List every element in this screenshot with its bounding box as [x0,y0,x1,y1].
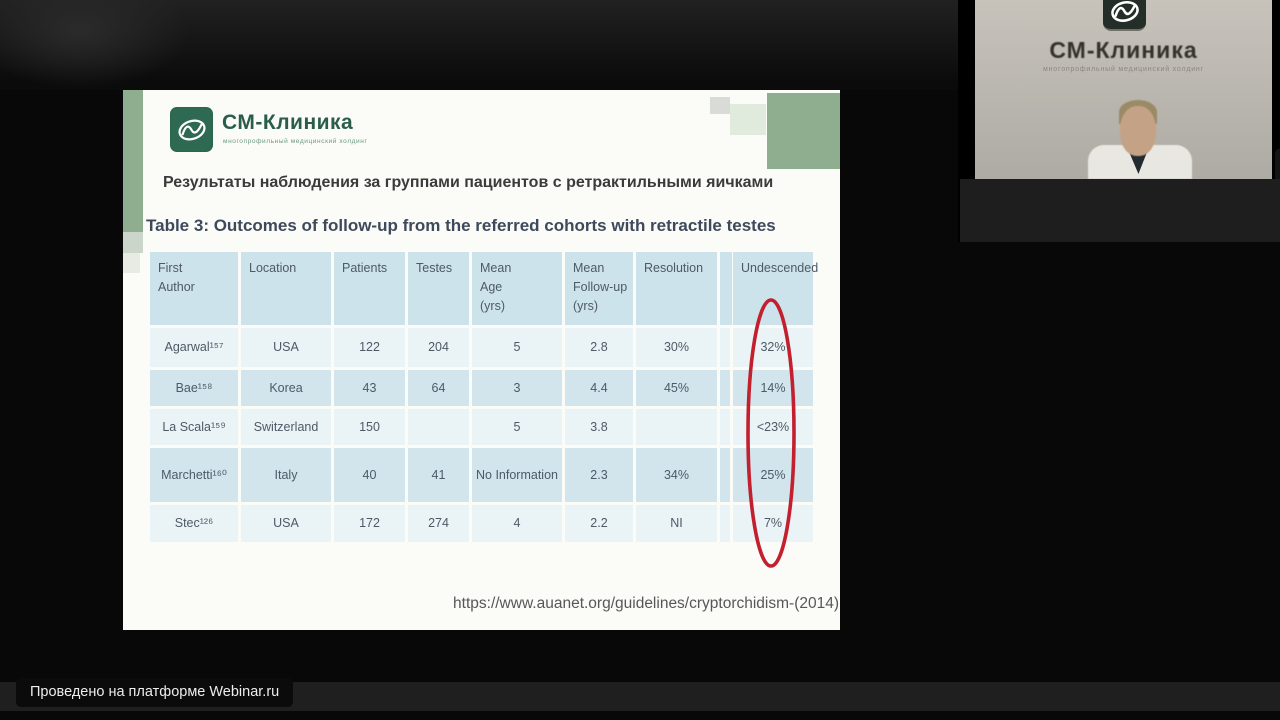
table-row: Marchetti¹⁶⁰ Italy 40 41 No Information … [150,448,813,502]
presentation-slide: СМ-Клиника многопрофильный медицинский х… [123,90,840,630]
wave-logo-glyph [1110,0,1139,22]
sm-clinic-wall-logo-icon [1103,0,1146,31]
col-header-patients: Patients [334,252,405,325]
cell-mean-followup: 3.8 [565,409,633,445]
table-row: Stec¹²⁶ USA 172 274 4 2.2 NI 7% [150,505,813,542]
video-wall-background: СМ-Клиника многопрофильный медицинский х… [975,0,1280,179]
cell-patients: 122 [334,328,405,367]
col-header-resolution: Resolution [636,252,717,325]
video-brand-tagline: многопрофильный медицинский холдинг [1043,66,1204,73]
desk-object [1275,148,1280,179]
cell-first-author: La Scala¹⁵⁹ [150,409,238,445]
cell-spacer [720,328,730,367]
cell-patients: 150 [334,409,405,445]
cell-patients: 43 [334,370,405,406]
slide-topright-gray-square [710,97,730,114]
cell-mean-age: No Information [472,448,562,502]
cell-testes: 204 [408,328,469,367]
slide-topright-pale-square [730,104,766,135]
cell-spacer [720,505,730,542]
slide-brand-name: СМ-Клиника [222,111,354,134]
col-header-undescended: Undescended [733,252,818,325]
slide-left-accent-square-small [123,253,140,273]
table-row: Agarwal¹⁵⁷ USA 122 204 5 2.8 30% 32% [150,328,813,367]
cell-resolution [636,409,717,445]
cell-first-author: Bae¹⁵⁸ [150,370,238,406]
cell-patients: 172 [334,505,405,542]
cell-mean-followup: 2.3 [565,448,633,502]
cell-mean-followup: 2.8 [565,328,633,367]
video-desk [960,179,1280,242]
cell-mean-age: 5 [472,409,562,445]
cell-mean-age: 5 [472,328,562,367]
table-title: Table 3: Outcomes of follow-up from the … [146,216,776,235]
table-row: Bae¹⁵⁸ Korea 43 64 3 4.4 45% 14% [150,370,813,406]
cell-mean-age: 3 [472,370,562,406]
cell-resolution: 34% [636,448,717,502]
table-header-row: First Author Location Patients Testes Me… [150,252,818,325]
col-header-testes: Testes [408,252,469,325]
cell-patients: 40 [334,448,405,502]
cell-mean-followup: 2.2 [565,505,633,542]
cell-mean-followup: 4.4 [565,370,633,406]
cell-location: Korea [241,370,331,406]
cell-resolution: NI [636,505,717,542]
col-header-location: Location [241,252,331,325]
cell-mean-age: 4 [472,505,562,542]
wave-logo-glyph [177,119,206,140]
slide-topright-accent-square [767,93,840,169]
cell-resolution: 45% [636,370,717,406]
webinar-platform-badge[interactable]: Проведено на платформе Webinar.ru [16,678,294,707]
cell-location: Switzerland [241,409,331,445]
col-spacer [720,252,732,325]
video-brand-name: СМ-Клиника [1049,37,1198,63]
slide-heading: Результаты наблюдения за группами пациен… [163,174,774,191]
cell-first-author: Stec¹²⁶ [150,505,238,542]
speaker-video-panel[interactable]: СМ-Клиника многопрофильный медицинский х… [958,0,1280,242]
cell-first-author: Marchetti¹⁶⁰ [150,448,238,502]
table-row: La Scala¹⁵⁹ Switzerland 150 5 3.8 <23% [150,409,813,445]
cell-testes: 274 [408,505,469,542]
cell-first-author: Agarwal¹⁵⁷ [150,328,238,367]
cell-spacer [720,370,730,406]
col-header-mean-followup: Mean Follow-up (yrs) [565,252,633,325]
cell-undescended: 14% [733,370,813,406]
cell-undescended: 32% [733,328,813,367]
col-header-mean-age: Mean Age (yrs) [472,252,562,325]
cell-testes: 41 [408,448,469,502]
cell-location: USA [241,328,331,367]
cell-testes: 64 [408,370,469,406]
cell-spacer [720,409,730,445]
slide-brand-tagline: многопрофильный медицинский холдинг [223,138,368,145]
speaker-face [1120,106,1156,156]
col-header-first-author: First Author [150,252,238,325]
cell-spacer [720,448,730,502]
cell-undescended: 25% [733,448,813,502]
cell-undescended: 7% [733,505,813,542]
cell-resolution: 30% [636,328,717,367]
slide-left-accent-square [123,232,143,253]
slide-left-accent-bar [123,90,143,232]
source-url: https://www.auanet.org/guidelines/crypto… [453,595,839,612]
cell-testes [408,409,469,445]
red-ellipse-annotation [746,298,796,568]
outcomes-table: First Author Location Patients Testes Me… [150,252,818,545]
backdrop-glow [0,0,190,90]
cell-location: Italy [241,448,331,502]
sm-clinic-logo-icon [170,107,213,152]
cell-location: USA [241,505,331,542]
